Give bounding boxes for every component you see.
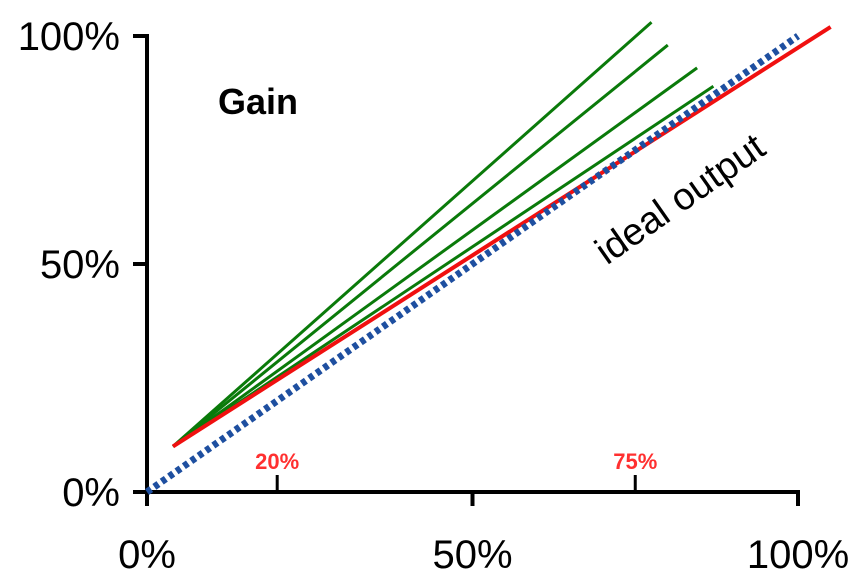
series-line-green	[172, 84, 715, 448]
chart-title: Gain	[218, 81, 298, 122]
x-tick-label: 100%	[747, 533, 849, 573]
series-line-green	[172, 43, 669, 448]
labels: 0% 50% 100% 0% 50% 100% 20% 75% Gain ideal output	[18, 15, 849, 573]
y-tick-label: 0%	[62, 471, 120, 515]
y-tick-label: 100%	[18, 15, 120, 59]
x-tick-label: 0%	[118, 533, 176, 573]
annotation-ideal-output: ideal output	[588, 126, 773, 273]
series-line-green	[172, 66, 698, 448]
y-tick-label: 50%	[40, 243, 120, 287]
x-marker-label: 20%	[255, 449, 299, 474]
x-marker-label: 75%	[613, 449, 657, 474]
series-line-green	[172, 21, 653, 448]
series-line-ideal	[144, 33, 801, 495]
axes	[133, 34, 800, 506]
series-line-red	[171, 25, 832, 449]
x-tick-label: 50%	[432, 533, 512, 573]
series-group	[144, 21, 832, 495]
